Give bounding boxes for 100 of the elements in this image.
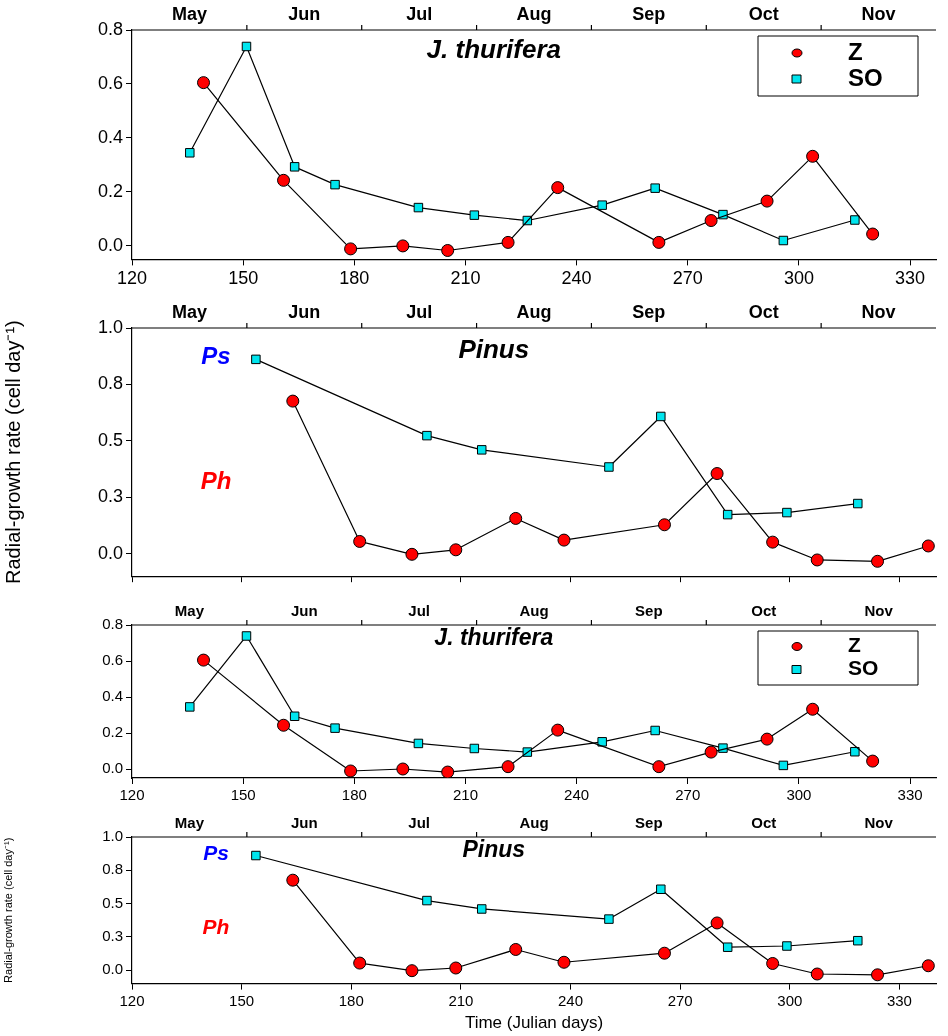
point: [509, 511, 523, 525]
point: [866, 227, 880, 241]
text: Ph: [200, 466, 232, 494]
point: [652, 760, 666, 774]
y-tick-label: 0.0: [97, 234, 123, 255]
x-tick-label: 330: [897, 786, 923, 804]
point: [704, 214, 718, 228]
text: Aug: [516, 301, 552, 322]
point: [241, 631, 252, 641]
text: Nov: [861, 301, 896, 322]
point: [330, 723, 340, 733]
y-tick-label: 0.8: [102, 615, 123, 633]
text: Ph: [202, 914, 230, 938]
point: [330, 179, 340, 190]
point: [405, 964, 419, 978]
y-tick-label: 0.2: [97, 180, 123, 201]
text: May: [171, 3, 207, 24]
x-tick-label: 300: [783, 268, 814, 289]
x-tick-label: 240: [558, 991, 584, 1009]
y-tick-label: 0.0: [102, 960, 123, 978]
point: [778, 235, 789, 246]
x-tick-label: 300: [786, 786, 812, 804]
text: May: [174, 601, 205, 619]
point: [405, 547, 419, 561]
point: [650, 183, 660, 193]
legend-label: Z: [848, 37, 863, 65]
point: [656, 884, 666, 894]
point: [197, 76, 211, 90]
point: [866, 754, 880, 768]
chart-title: Pinus: [462, 835, 526, 862]
x-tick-label: 210: [452, 786, 478, 804]
point: [509, 942, 523, 956]
legend-label: SO: [848, 656, 879, 680]
text: Jun: [288, 3, 321, 24]
y-tick-label: 1.0: [102, 827, 123, 845]
x-tick-label: 120: [116, 268, 148, 289]
point: [704, 745, 718, 759]
point: [277, 173, 291, 187]
point: [413, 738, 424, 749]
text: Oct: [751, 601, 777, 619]
point: [921, 539, 935, 553]
point: [760, 732, 774, 746]
y-tick-label: 0.6: [102, 651, 123, 669]
y-tick-label: 0.0: [97, 542, 123, 563]
y-tick-label: 0.5: [97, 429, 123, 450]
point: [396, 762, 410, 776]
y-tick-label: 0.3: [97, 486, 123, 507]
text: May: [171, 301, 207, 322]
chart-title: Pinus: [458, 333, 530, 364]
point: [469, 210, 480, 220]
point: [422, 895, 432, 906]
point: [853, 498, 863, 509]
point: [477, 904, 487, 914]
point: [185, 148, 195, 158]
point: [344, 242, 358, 256]
text: Jun: [290, 813, 318, 831]
point: [344, 764, 358, 778]
point: [604, 914, 614, 924]
point: [871, 968, 885, 982]
y-tick-label: 0.4: [97, 126, 123, 147]
point: [557, 955, 571, 969]
point: [551, 723, 565, 737]
x-tick-label: 270: [672, 268, 703, 289]
point: [657, 518, 671, 532]
y-axis-title: Radial-growth rate (cell day⁻¹): [1, 837, 14, 983]
point: [185, 702, 195, 712]
text: Oct: [751, 813, 777, 831]
x-tick-label: 150: [229, 991, 255, 1009]
x-tick-label: 330: [886, 991, 912, 1009]
point: [422, 430, 432, 441]
text: Aug: [519, 813, 549, 831]
point: [251, 354, 261, 365]
point: [251, 850, 261, 861]
point: [782, 507, 792, 518]
y-tick-label: 0.8: [97, 373, 123, 394]
point: [286, 394, 300, 408]
point: [766, 956, 780, 970]
text: Jun: [290, 601, 318, 619]
x-tick-label: 180: [339, 268, 370, 289]
y-tick-label: 0.6: [97, 72, 123, 93]
x-tick-label: 270: [675, 786, 701, 804]
x-tick-label: 210: [448, 991, 474, 1009]
point: [656, 411, 666, 422]
x-tick-label: 180: [341, 786, 367, 804]
point: [286, 873, 300, 887]
point: [782, 941, 792, 951]
point: [760, 194, 774, 208]
point: [921, 959, 935, 973]
point: [806, 149, 820, 163]
text: Jul: [408, 813, 430, 831]
y-tick-label: 0.5: [102, 893, 123, 911]
y-tick-label: 0.0: [102, 759, 123, 777]
text: Sep: [632, 3, 666, 24]
text: Nov: [864, 601, 894, 619]
point: [557, 533, 571, 547]
y-tick-label: 0.3: [102, 927, 123, 945]
x-tick-label: 210: [450, 268, 481, 289]
point: [652, 235, 666, 249]
legend-label: SO: [848, 63, 883, 91]
text: Sep: [632, 301, 666, 322]
